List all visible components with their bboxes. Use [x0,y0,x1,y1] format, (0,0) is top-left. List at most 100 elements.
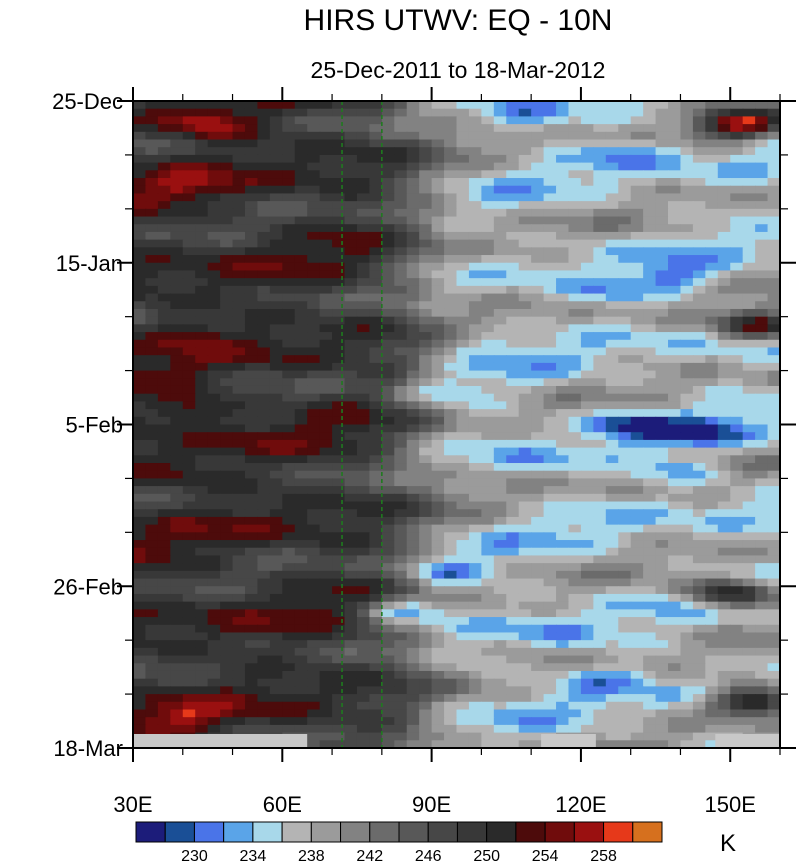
field-cell [195,686,209,695]
field-cell [655,578,669,587]
field-cell [568,370,582,379]
field-cell [406,201,420,210]
field-cell [394,655,408,664]
field-cell [531,185,545,195]
field-cell [680,701,694,711]
field-cell [506,478,520,487]
field-cell [145,586,159,595]
field-cell [381,593,395,603]
field-cell [668,486,682,495]
field-cell [394,609,408,618]
field-cell [232,124,246,133]
field-cell [705,355,719,364]
field-cell [618,678,632,687]
field-cell [444,632,458,641]
field-cell [145,632,159,641]
field-cell [133,293,147,302]
colorbar-label: 258 [590,848,617,863]
field-cell [257,447,271,456]
field-cell [307,493,321,503]
field-cell [381,285,395,295]
field-cell [568,501,582,510]
field-cell [220,601,234,610]
field-cell [556,208,570,218]
field-cell [406,316,420,325]
field-cell [282,547,296,557]
field-cell [269,124,283,133]
field-cell [207,270,221,279]
field-cell [220,632,234,641]
field-cell [605,486,619,495]
field-cell [257,463,271,472]
field-cell [220,324,234,333]
field-cell [456,362,470,372]
field-cell [182,332,196,341]
field-cell [369,131,383,141]
field-cell [481,509,495,518]
field-cell [269,586,283,595]
field-cell [133,385,147,395]
field-cell [381,332,395,341]
field-cell [543,547,557,557]
field-cell [444,424,458,433]
field-cell [344,270,358,279]
field-cell [394,193,408,202]
field-cell [369,270,383,279]
field-cell [182,301,196,310]
field-cell [145,593,159,603]
field-cell [282,570,296,580]
field-cell [767,694,780,703]
field-cell [593,101,607,110]
field-cell [518,216,532,225]
field-cell [419,547,433,557]
field-cell [133,478,147,487]
field-cell [456,717,470,726]
field-cell [680,532,694,541]
field-cell [767,193,780,202]
field-cell [145,516,159,526]
field-cell [468,231,482,241]
field-cell [643,586,657,595]
field-cell [232,439,246,449]
field-cell [568,617,582,626]
field-cell [244,578,259,587]
field-cell [220,516,234,526]
field-cell [344,355,358,364]
field-cell [730,578,744,587]
field-cell [182,347,196,356]
field-cell [593,324,607,333]
field-cell [593,732,607,741]
field-cell [543,409,557,418]
field-cell [294,493,308,503]
field-cell [282,116,296,125]
field-cell [381,586,395,595]
field-cell [518,262,532,272]
field-cell [444,332,458,341]
field-cell [531,362,545,372]
field-cell [705,270,719,279]
field-cell [431,285,445,295]
field-cell [568,108,582,118]
field-cell [556,632,570,641]
field-cell [232,339,246,349]
field-cell [655,216,669,225]
field-cell [618,255,632,264]
field-cell [157,270,171,279]
field-cell [468,162,482,171]
field-cell [307,355,321,364]
field-cell [506,663,520,672]
field-cell [668,586,682,595]
field-cell [269,108,283,118]
field-cell [692,101,706,110]
field-cell [605,185,619,195]
field-cell [207,385,221,395]
field-cell [170,624,184,634]
field-cell [394,262,408,272]
field-cell [593,455,607,464]
field-cell [294,424,308,433]
field-cell [692,193,706,202]
field-cell [232,370,246,379]
field-cell [668,162,682,171]
field-cell [618,347,632,356]
field-cell [705,424,719,433]
